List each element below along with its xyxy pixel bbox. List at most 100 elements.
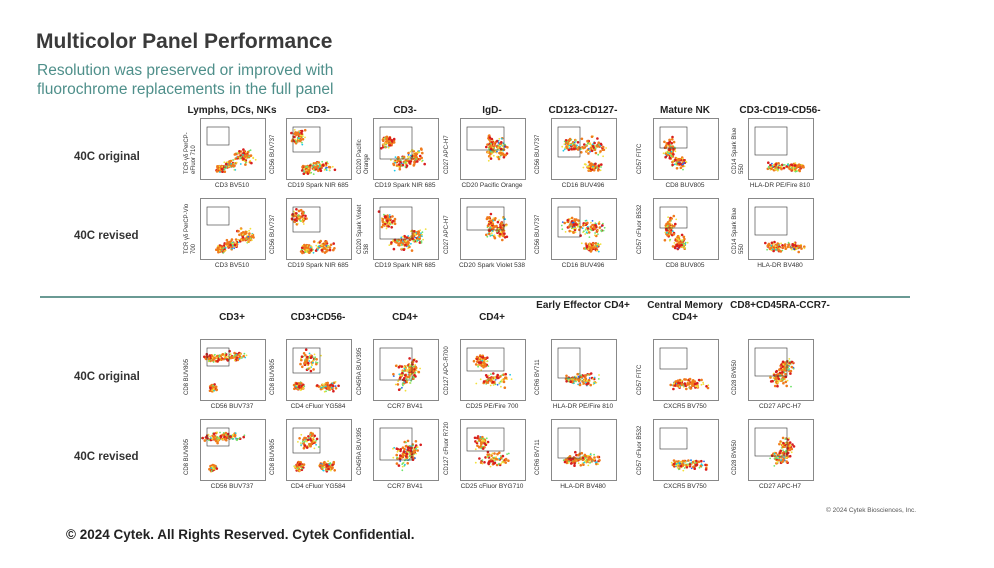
event-dot — [302, 446, 306, 450]
event-dot — [598, 459, 601, 462]
gate-outline — [466, 347, 505, 372]
event-dot — [406, 369, 409, 371]
event-dot — [395, 447, 399, 450]
event-dot — [669, 383, 672, 387]
event-dot — [402, 235, 404, 238]
event-dot — [245, 157, 248, 160]
event-dot — [595, 249, 598, 252]
event-dot — [226, 161, 229, 164]
event-dot — [681, 163, 684, 166]
event-dot — [488, 136, 492, 139]
event-dot — [408, 357, 411, 360]
x-axis-label: CD56 BUV737 — [210, 483, 254, 490]
event-dot — [331, 386, 333, 389]
event-dot — [494, 225, 497, 228]
event-dot — [316, 384, 319, 387]
event-dot — [568, 143, 571, 145]
event-dot — [790, 163, 793, 166]
event-dot — [228, 165, 230, 168]
event-dot — [499, 375, 502, 378]
event-dot — [413, 160, 416, 164]
event-dot — [707, 384, 710, 387]
y-axis-label: CD8 BUV805 — [270, 438, 276, 475]
event-dot — [503, 232, 506, 235]
event-dot — [290, 217, 294, 220]
event-dot — [675, 380, 678, 383]
event-dot — [595, 381, 598, 384]
event-dot — [483, 440, 485, 442]
event-dot — [220, 167, 224, 171]
event-dot — [418, 150, 420, 152]
event-dot — [702, 381, 704, 384]
event-dot — [413, 376, 415, 379]
event-dot — [501, 378, 504, 381]
event-dot — [677, 238, 679, 240]
event-dot — [334, 387, 338, 390]
y-axis-label: CD45RA BUV395 — [357, 427, 363, 475]
event-dot — [227, 355, 229, 358]
event-dot — [769, 380, 773, 383]
event-dot — [597, 222, 601, 225]
event-dot — [593, 382, 596, 385]
event-dot — [580, 137, 584, 141]
event-dot — [507, 452, 510, 455]
event-dot — [772, 372, 775, 375]
event-dot — [213, 437, 216, 440]
event-dot — [492, 219, 495, 222]
event-dot — [498, 219, 500, 221]
event-dot — [320, 386, 323, 389]
event-dot — [493, 459, 496, 461]
event-dot — [305, 446, 309, 449]
event-dot — [788, 363, 791, 366]
event-dot — [222, 438, 225, 441]
event-dot — [411, 149, 414, 152]
event-dot — [337, 384, 340, 388]
event-dot — [488, 232, 491, 236]
event-dot — [500, 462, 502, 465]
event-dot — [484, 374, 488, 377]
event-dot — [334, 385, 337, 387]
event-dot — [423, 162, 426, 166]
event-dot — [396, 159, 400, 163]
event-dot — [228, 240, 231, 244]
event-dot — [586, 221, 589, 225]
event-dot — [488, 218, 491, 221]
event-dot — [397, 365, 401, 369]
event-dot — [496, 220, 500, 224]
event-dot — [206, 437, 209, 440]
event-dot — [212, 468, 215, 470]
event-dot — [308, 443, 312, 446]
density-plot — [557, 347, 600, 387]
event-dot — [493, 452, 496, 455]
event-dot — [381, 220, 385, 224]
event-dot — [672, 214, 676, 218]
gate-outline — [754, 206, 788, 236]
event-dot — [565, 380, 568, 383]
event-dot — [480, 369, 483, 371]
event-dot — [404, 457, 407, 460]
event-dot — [589, 372, 593, 375]
event-dot — [228, 349, 231, 353]
event-dot — [485, 145, 488, 149]
event-dot — [579, 464, 583, 467]
event-dot — [587, 457, 591, 460]
top-col-head-3: CD3- — [393, 105, 417, 116]
event-dot — [484, 456, 487, 459]
event-dot — [682, 235, 686, 239]
event-dot — [496, 150, 498, 153]
event-dot — [396, 383, 400, 386]
event-dot — [590, 135, 594, 138]
event-dot — [787, 363, 790, 366]
event-dot — [587, 460, 590, 463]
event-dot — [208, 467, 211, 471]
event-dot — [304, 136, 306, 139]
density-plot — [290, 126, 337, 175]
event-dot — [415, 158, 418, 160]
event-dot — [590, 163, 593, 167]
event-dot — [398, 167, 402, 171]
event-dot — [486, 216, 489, 219]
event-dot — [591, 220, 594, 222]
event-dot — [395, 164, 399, 167]
event-dot — [672, 462, 676, 466]
event-dot — [401, 465, 404, 468]
